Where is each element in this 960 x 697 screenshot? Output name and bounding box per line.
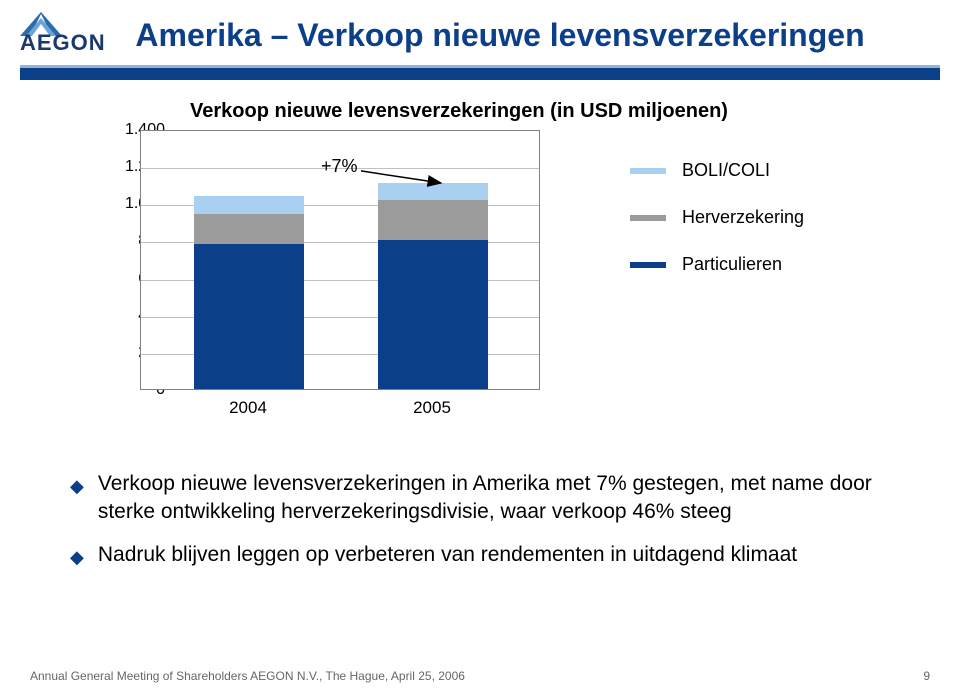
bullet-list: ◆ Verkoop nieuwe levensverzekeringen in A… [70, 470, 900, 583]
legend-swatch [630, 262, 666, 268]
legend-item: Particulieren [630, 254, 804, 275]
legend-label: BOLI/COLI [682, 160, 770, 181]
bullet-text: Nadruk blijven leggen op verbeteren van … [98, 541, 797, 569]
x-tick-label: 2004 [188, 398, 308, 418]
bullet-item: ◆ Nadruk blijven leggen op verbeteren van… [70, 541, 900, 569]
chart-plot: +7% [140, 130, 540, 390]
chart-container: 02004006008001.0001.2001.400 +7% 2004200… [70, 130, 570, 420]
legend-swatch [630, 168, 666, 174]
title-divider [20, 68, 940, 80]
bullet-text: Verkoop nieuwe levensverzekeringen in Am… [98, 470, 900, 527]
arrow-icon [141, 131, 541, 391]
logo-text: AEGON [20, 30, 106, 56]
footer-text: Annual General Meeting of Shareholders A… [30, 669, 465, 683]
page-number: 9 [923, 669, 930, 683]
bullet-icon: ◆ [70, 474, 84, 498]
legend-label: Herverzekering [682, 207, 804, 228]
chart-legend: BOLI/COLI Herverzekering Particulieren [630, 160, 804, 301]
slide-title: Amerika – Verkoop nieuwe levensverzekeri… [120, 17, 940, 54]
aegon-logo: AEGON [20, 12, 120, 58]
legend-label: Particulieren [682, 254, 782, 275]
bullet-icon: ◆ [70, 545, 84, 569]
chart-subtitle: Verkoop nieuwe levensverzekeringen (in U… [0, 100, 960, 123]
slide-header: AEGON Amerika – Verkoop nieuwe levensver… [0, 0, 960, 62]
legend-item: Herverzekering [630, 207, 804, 228]
bullet-item: ◆ Verkoop nieuwe levensverzekeringen in A… [70, 470, 900, 527]
legend-swatch [630, 215, 666, 221]
x-tick-label: 2005 [372, 398, 492, 418]
legend-item: BOLI/COLI [630, 160, 804, 181]
